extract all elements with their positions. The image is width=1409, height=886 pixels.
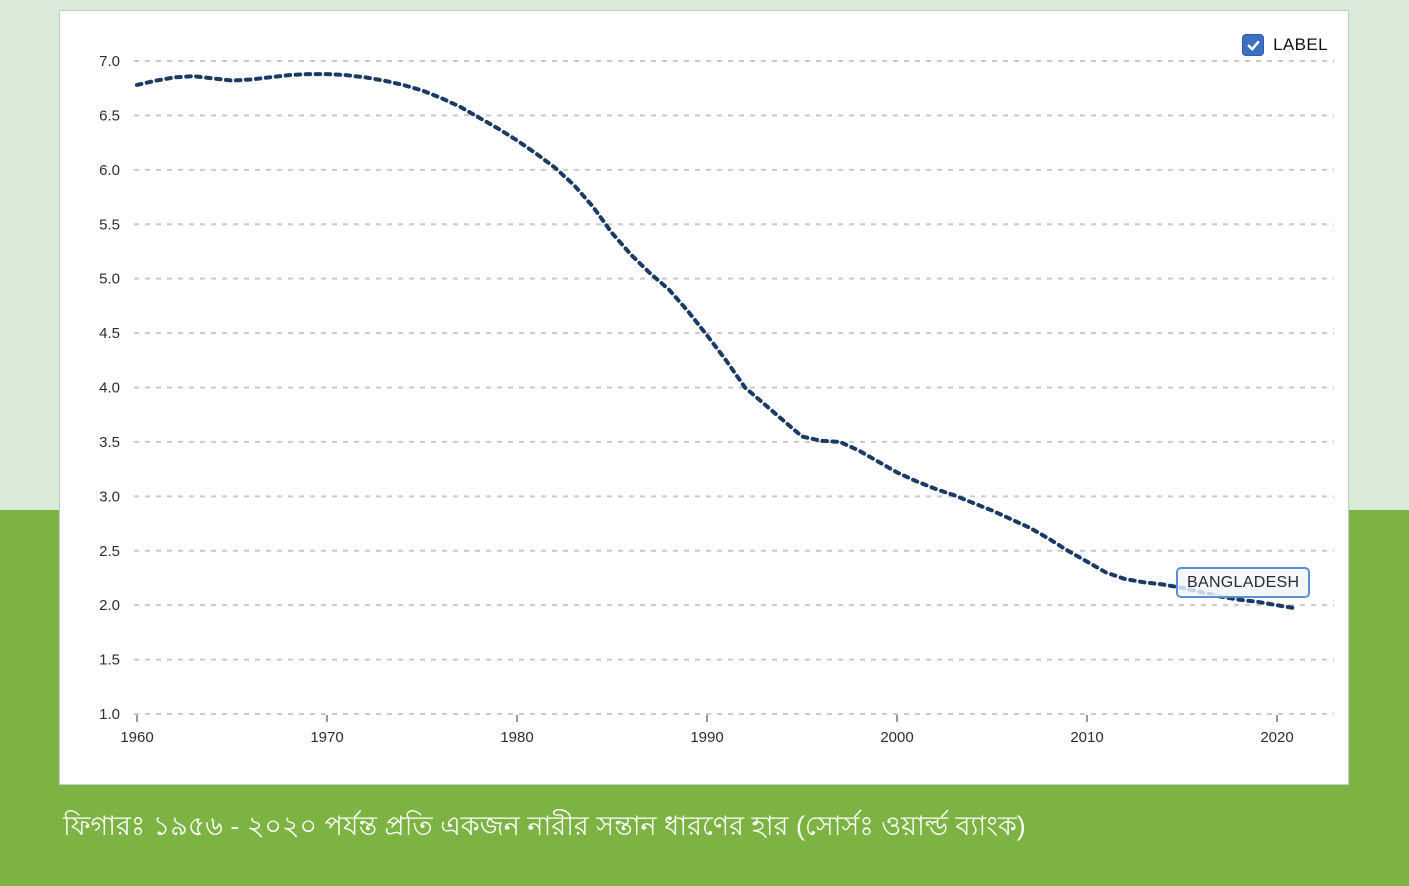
label-checkbox[interactable]: [1242, 34, 1265, 56]
legend: LABEL: [1242, 34, 1328, 56]
y-tick-label: 1.0: [99, 706, 120, 723]
y-tick-label: 1.5: [99, 652, 120, 669]
figure-caption: ফিগারঃ ১৯৫৬ - ২০২০ পর্যন্ত প্রতি একজন না…: [63, 811, 1026, 841]
check-icon: [1247, 40, 1259, 50]
x-tick-label: 2000: [880, 729, 913, 746]
x-tick-label: 1980: [500, 729, 533, 746]
y-tick-label: 3.0: [99, 488, 120, 505]
x-tick-label: 1960: [120, 729, 153, 746]
x-tick-label: 1970: [310, 729, 343, 746]
x-tick-label: 1990: [690, 729, 723, 746]
x-axis: 1960 1970 1980 1990 2000 2010 2020: [120, 715, 1294, 746]
gridlines: [134, 60, 1334, 715]
series-label-bangladesh[interactable]: BANGLADESH: [1176, 567, 1311, 598]
y-tick-label: 3.5: [99, 434, 120, 451]
x-tick-label: 2010: [1070, 729, 1103, 746]
legend-label: LABEL: [1273, 35, 1328, 54]
y-tick-label: 7.0: [99, 53, 120, 70]
y-tick-label: 4.0: [99, 380, 120, 397]
chart-panel: 7.0 6.5 6.0 5.5 5.0 4.5 4.0 3.5 3.0 2.5 2.0 1.5 1.0 1…: [59, 10, 1349, 785]
fertility-line-chart: 7.06.56.05.55.04.54.03.53.02.52.01.51.01…: [99, 53, 1334, 746]
x-tick-label: 2020: [1260, 729, 1293, 746]
y-axis-labels: 7.0 6.5 6.0 5.5 5.0 4.5 4.0 3.5 3.0 2.5 2.0 1.5 1.0: [99, 53, 120, 723]
y-tick-label: 4.5: [99, 325, 120, 342]
y-tick-label: 5.0: [99, 271, 120, 288]
y-tick-label: 2.0: [99, 597, 120, 614]
y-tick-label: 6.5: [99, 107, 120, 124]
y-tick-label: 2.5: [99, 543, 120, 560]
series-line-bangladesh: [135, 72, 1298, 611]
y-tick-label: 5.5: [99, 216, 120, 233]
y-tick-label: 6.0: [99, 162, 120, 179]
